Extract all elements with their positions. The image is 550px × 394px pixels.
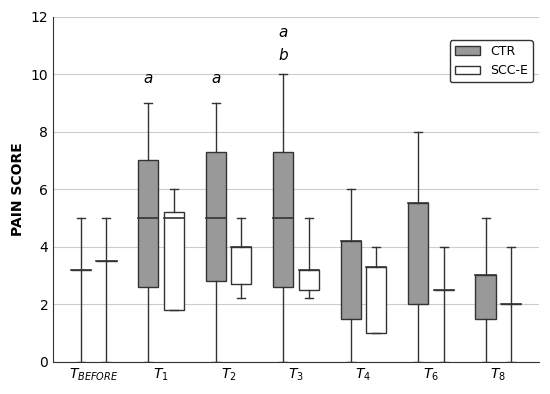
Text: a: a bbox=[211, 71, 221, 85]
FancyBboxPatch shape bbox=[231, 247, 251, 284]
FancyBboxPatch shape bbox=[340, 241, 361, 318]
Text: b: b bbox=[278, 48, 288, 63]
FancyBboxPatch shape bbox=[273, 152, 293, 287]
Y-axis label: PAIN SCORE: PAIN SCORE bbox=[11, 142, 25, 236]
FancyBboxPatch shape bbox=[206, 152, 226, 281]
FancyBboxPatch shape bbox=[366, 267, 387, 333]
FancyBboxPatch shape bbox=[475, 275, 496, 318]
FancyBboxPatch shape bbox=[138, 160, 158, 287]
Text: a: a bbox=[144, 71, 153, 85]
FancyBboxPatch shape bbox=[408, 203, 428, 304]
FancyBboxPatch shape bbox=[164, 212, 184, 310]
Legend: CTR, SCC-E: CTR, SCC-E bbox=[450, 40, 532, 82]
FancyBboxPatch shape bbox=[299, 269, 319, 290]
Text: a: a bbox=[278, 24, 288, 40]
